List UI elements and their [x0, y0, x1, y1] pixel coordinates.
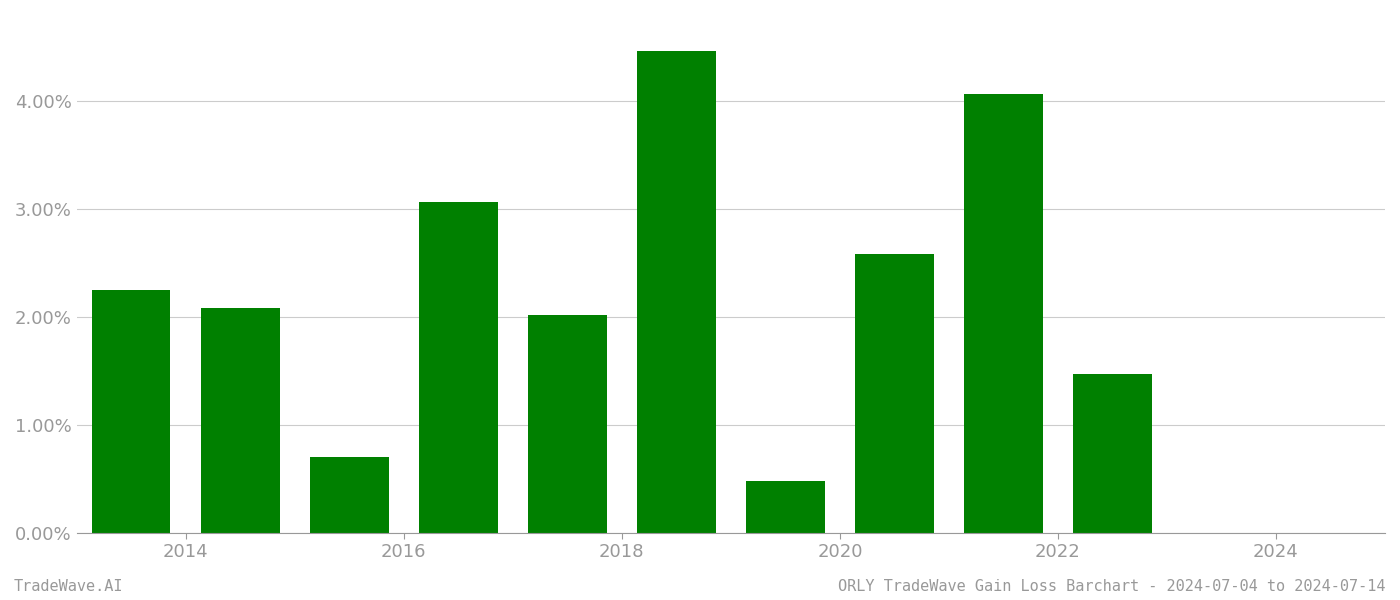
Bar [637, 50, 715, 533]
Bar [855, 254, 934, 533]
Bar [746, 481, 825, 533]
Bar [92, 290, 171, 533]
Bar [309, 457, 389, 533]
Text: ORLY TradeWave Gain Loss Barchart - 2024-07-04 to 2024-07-14: ORLY TradeWave Gain Loss Barchart - 2024… [839, 579, 1386, 594]
Text: TradeWave.AI: TradeWave.AI [14, 579, 123, 594]
Bar [202, 308, 280, 533]
Bar [419, 202, 497, 533]
Bar [528, 315, 606, 533]
Bar [1074, 374, 1152, 533]
Bar [965, 94, 1043, 533]
